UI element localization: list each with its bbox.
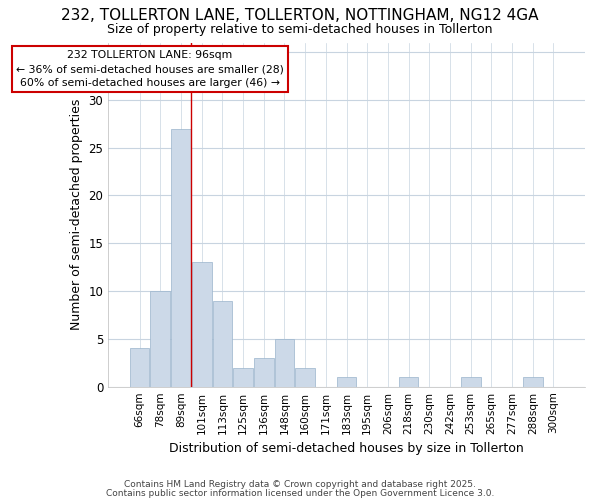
Bar [192,262,212,386]
Bar [171,128,191,386]
Bar [295,368,315,386]
X-axis label: Distribution of semi-detached houses by size in Tollerton: Distribution of semi-detached houses by … [169,442,524,455]
Bar [130,348,149,387]
Text: 232, TOLLERTON LANE, TOLLERTON, NOTTINGHAM, NG12 4GA: 232, TOLLERTON LANE, TOLLERTON, NOTTINGH… [61,8,539,22]
Bar [399,377,418,386]
Text: Contains public sector information licensed under the Open Government Licence 3.: Contains public sector information licen… [106,488,494,498]
Bar [461,377,481,386]
Bar [523,377,542,386]
Y-axis label: Number of semi-detached properties: Number of semi-detached properties [70,99,83,330]
Bar [151,291,170,386]
Bar [275,339,295,386]
Bar [337,377,356,386]
Text: 232 TOLLERTON LANE: 96sqm
← 36% of semi-detached houses are smaller (28)
60% of : 232 TOLLERTON LANE: 96sqm ← 36% of semi-… [16,50,284,88]
Text: Size of property relative to semi-detached houses in Tollerton: Size of property relative to semi-detach… [107,22,493,36]
Bar [212,300,232,386]
Bar [254,358,274,386]
Bar [233,368,253,386]
Text: Contains HM Land Registry data © Crown copyright and database right 2025.: Contains HM Land Registry data © Crown c… [124,480,476,489]
